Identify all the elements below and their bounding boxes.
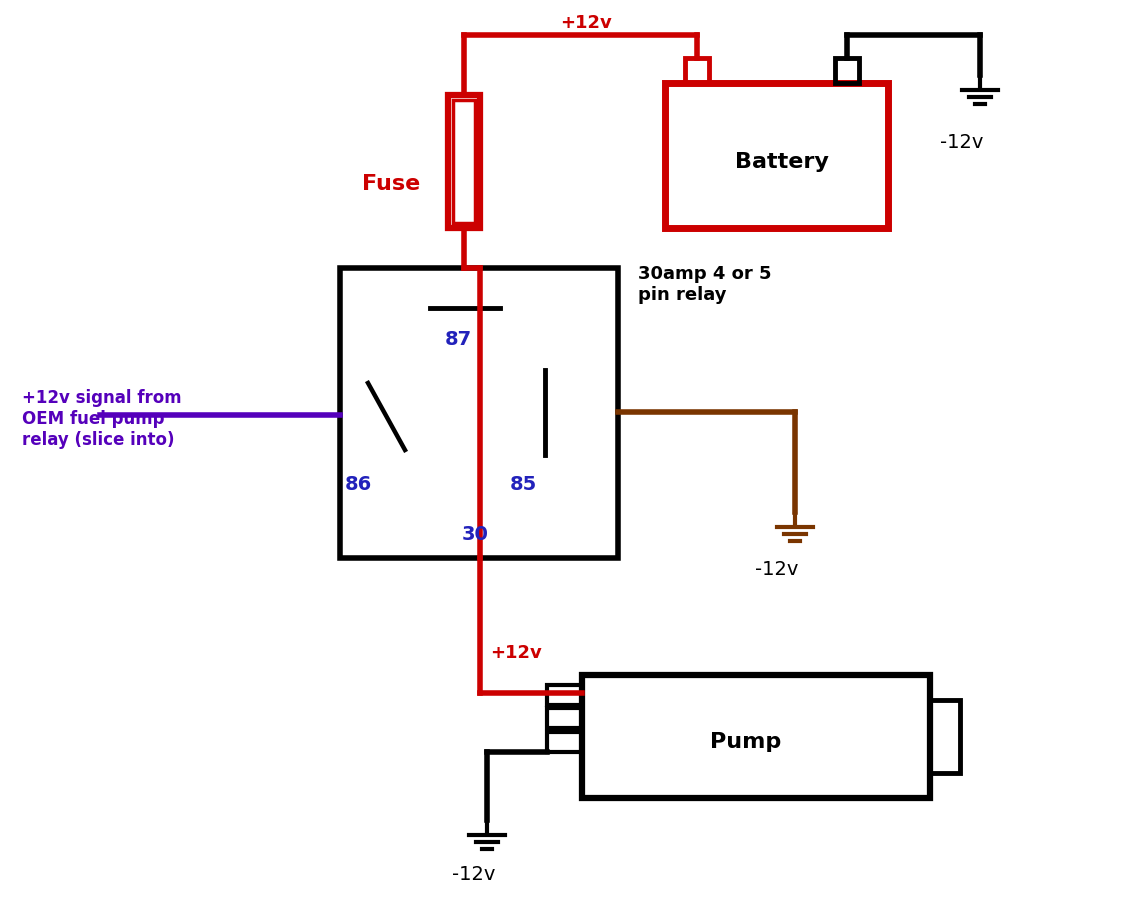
Text: Battery: Battery [735,152,828,172]
Text: -12v: -12v [754,560,799,579]
Text: +12v: +12v [490,644,542,662]
Text: 30: 30 [462,525,489,544]
Text: Fuse: Fuse [362,174,420,194]
Text: -12v: -12v [940,133,983,152]
Text: 30amp 4 or 5
pin relay: 30amp 4 or 5 pin relay [638,265,772,304]
Text: +12v: +12v [560,14,612,32]
Text: Pump: Pump [710,732,782,752]
Text: -12v: -12v [452,865,495,884]
Text: 85: 85 [510,475,537,494]
Text: 87: 87 [445,330,472,349]
Text: +12v signal from
OEM fuel pump
relay (slice into): +12v signal from OEM fuel pump relay (sl… [22,389,182,449]
Text: 86: 86 [345,475,372,494]
